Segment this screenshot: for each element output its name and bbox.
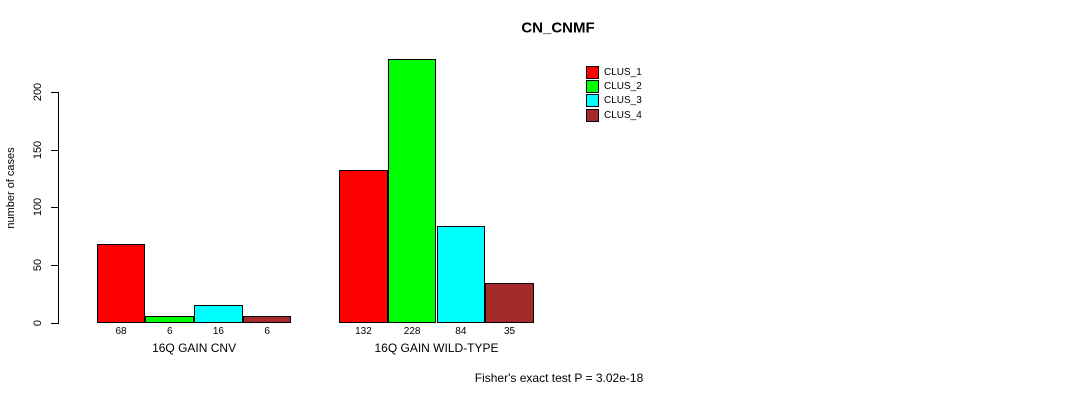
y-axis-label: number of cases	[5, 147, 17, 229]
bar-clus_3-group1	[194, 304, 243, 323]
legend-item: CLUS_1	[586, 65, 642, 79]
bar-clus_4-group2	[485, 282, 534, 323]
y-tick-label: 0	[32, 319, 44, 327]
y-tick	[51, 265, 58, 267]
bar-clus_4-group1	[242, 316, 292, 323]
legend-item: CLUS_3	[586, 94, 642, 108]
bar-value-label: 6	[264, 326, 270, 337]
bar-clus_1-group2	[339, 170, 388, 323]
legend-label: CLUS_2	[604, 80, 642, 92]
bar-value-label: 84	[455, 326, 467, 337]
y-tick-label: 200	[32, 82, 44, 101]
y-tick	[51, 323, 58, 324]
y-tick-label: 50	[32, 259, 44, 272]
legend-label: CLUS_4	[604, 109, 642, 121]
y-tick-label: 150	[32, 140, 44, 159]
y-tick	[51, 149, 58, 151]
y-axis-line	[58, 91, 59, 324]
chart-title: CN_CNMF	[521, 19, 595, 37]
legend-label: CLUS_1	[604, 66, 642, 78]
annotation-text: Fisher's exact test P = 3.02e-18	[474, 371, 644, 385]
legend-swatch	[586, 79, 599, 93]
category-label: 16Q GAIN CNV	[152, 341, 237, 355]
bar-clus_2-group1	[145, 316, 195, 323]
legend-swatch	[586, 108, 599, 122]
bar-clus_2-group2	[387, 59, 437, 323]
legend: CLUS_1 CLUS_2 CLUS_3 CLUS_4	[586, 65, 642, 122]
bar-value-label: 6	[166, 326, 173, 337]
bar-value-label: 16	[212, 326, 224, 337]
category-label: 16Q GAIN WILD-TYPE	[374, 341, 499, 355]
legend-swatch	[586, 94, 599, 108]
y-tick	[51, 207, 58, 209]
y-tick	[51, 91, 58, 93]
legend-item: CLUS_4	[586, 108, 642, 122]
y-tick-label: 100	[32, 198, 44, 217]
bar-clus_3-group2	[436, 225, 486, 323]
bar-value-label: 228	[403, 326, 421, 337]
legend-item: CLUS_2	[586, 79, 642, 93]
legend-label: CLUS_3	[604, 95, 642, 107]
bar-value-label: 68	[115, 326, 127, 337]
bar-clus_1-group1	[96, 244, 146, 323]
bar-value-label: 132	[355, 326, 372, 337]
legend-swatch	[586, 65, 599, 79]
bar-value-label: 35	[503, 326, 516, 337]
